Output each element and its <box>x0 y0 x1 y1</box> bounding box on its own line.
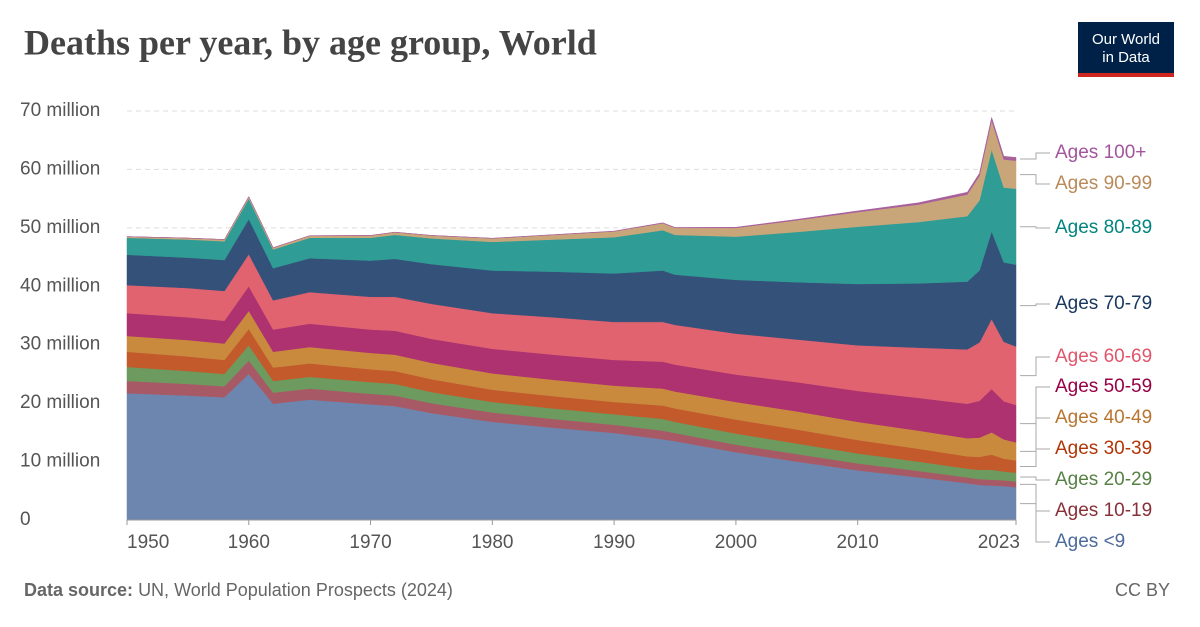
x-tick-label: 2000 <box>715 532 757 553</box>
leader-line <box>1020 303 1050 307</box>
leader-line <box>1020 483 1050 512</box>
y-tick-label: 40 million <box>20 275 100 296</box>
y-tick-label: 10 million <box>20 451 100 472</box>
legend-label: Ages 90-99 <box>1055 173 1152 194</box>
legend-label: Ages 30-39 <box>1055 438 1152 459</box>
legend-label: Ages 100+ <box>1055 142 1146 163</box>
y-tick-label: 50 million <box>20 217 100 238</box>
y-tick-label: 0 <box>20 509 31 530</box>
logo: Our World in Data <box>1078 22 1174 77</box>
legend-label: Ages 50-59 <box>1055 376 1152 397</box>
plot: 0 10 million 20 million 30 million 40 millio… <box>20 100 1152 553</box>
chart-title: Deaths per year, by age group, World <box>24 22 597 62</box>
y-tick-label: 70 million <box>20 100 100 121</box>
leader-line <box>1020 356 1050 377</box>
y-tick-label: 60 million <box>20 158 100 179</box>
source: Data source: UN, World Population Prospe… <box>24 580 453 600</box>
logo-text: in Data <box>1102 49 1150 66</box>
legend-label: Ages 20-29 <box>1055 469 1152 490</box>
x-tick-label: 1990 <box>593 532 635 553</box>
leader-line <box>1020 386 1050 425</box>
leader-line <box>1020 174 1050 185</box>
leader-line <box>1020 448 1050 468</box>
x-tick-label: 1970 <box>349 532 391 553</box>
legend-label: Ages 60-69 <box>1055 346 1152 367</box>
legend-label: Ages 70-79 <box>1055 293 1152 314</box>
leader-line <box>1020 503 1050 543</box>
legend-label: Ages <9 <box>1055 531 1125 552</box>
y-tick-label: 20 million <box>20 392 100 413</box>
legend-label: Ages 10-19 <box>1055 500 1152 521</box>
legend-label: Ages 80-89 <box>1055 217 1152 238</box>
x-tick-label: 1980 <box>471 532 513 553</box>
x-tick-label: 2023 <box>978 532 1020 553</box>
legend-label: Ages 40-49 <box>1055 407 1152 428</box>
source-label: Data source: <box>24 580 133 600</box>
x-tick-label: 1960 <box>228 532 270 553</box>
license: CC BY <box>1115 580 1170 600</box>
logo-text: Our World <box>1092 31 1160 48</box>
area <box>126 116 1017 249</box>
leader-line <box>1020 226 1050 229</box>
leader-line <box>1020 417 1050 452</box>
leader-line <box>1020 152 1050 160</box>
source-text: UN, World Population Prospects (2024) <box>138 580 453 600</box>
x-tick-label: 2010 <box>837 532 879 553</box>
y-tick-label: 30 million <box>20 334 100 355</box>
x-tick-label: 1950 <box>127 532 169 553</box>
leader-line <box>1020 476 1050 481</box>
logo-box <box>1078 22 1174 77</box>
logo-stripe <box>1078 73 1174 77</box>
